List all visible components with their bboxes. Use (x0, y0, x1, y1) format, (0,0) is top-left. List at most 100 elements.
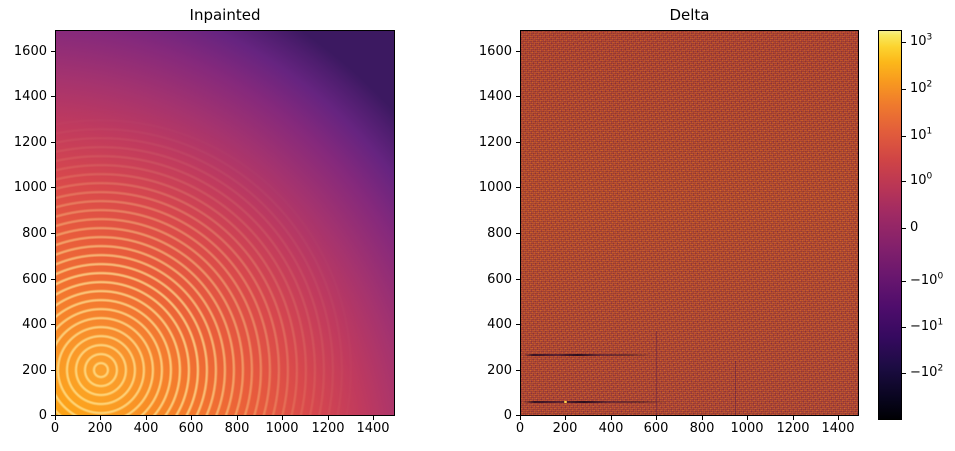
ytick-inpainted (51, 324, 55, 325)
colorbar-label-base: 10 (910, 34, 927, 49)
xticklabel-delta: 1400 (821, 421, 855, 436)
colorbar-label-base: 10 (910, 128, 927, 143)
xtick-inpainted (328, 416, 329, 420)
colorbar-tick (902, 373, 906, 374)
artifact-vertical-line (656, 331, 657, 415)
yticklabel-inpainted: 1400 (13, 89, 47, 104)
xticklabel-delta: 400 (598, 421, 624, 436)
xtick-inpainted (373, 416, 374, 420)
colorbar-tick (902, 228, 906, 229)
yticklabel-inpainted: 1200 (13, 135, 47, 150)
xtick-inpainted (237, 416, 238, 420)
yticklabel-inpainted: 600 (22, 272, 47, 287)
colorbar-ticklabel: 0 (910, 221, 918, 235)
colorbar-ticklabel: 103 (910, 32, 933, 49)
xtick-inpainted (55, 416, 56, 420)
colorbar-label-base: 10 (920, 273, 938, 288)
xtick-inpainted (282, 416, 283, 420)
xticklabel-inpainted: 200 (87, 421, 113, 436)
colorbar-tick (902, 89, 906, 90)
xtick-delta (793, 416, 794, 420)
colorbar-ticklabel: −102 (910, 363, 944, 380)
concentric-rings-overlay (56, 31, 394, 415)
colorbar-label-exponent: 0 (937, 271, 944, 282)
colorbar-ticklabel: −101 (910, 317, 944, 334)
xtick-inpainted (146, 416, 147, 420)
colorbar-tick (902, 136, 906, 137)
ytick-inpainted (51, 370, 55, 371)
yticklabel-inpainted: 400 (22, 317, 47, 332)
colorbar-label-base: 10 (920, 365, 938, 380)
ytick-inpainted (51, 96, 55, 97)
xticklabel-delta: 1000 (730, 421, 764, 436)
xtick-delta (656, 416, 657, 420)
colorbar-label-exponent: 0 (926, 171, 933, 182)
yticklabel-inpainted: 0 (38, 408, 47, 423)
colorbar-label-sign: − (910, 273, 921, 288)
ytick-inpainted (51, 51, 55, 52)
colorbar-ticklabel: 102 (910, 79, 933, 96)
colorbar-tick (902, 42, 906, 43)
ytick-inpainted (51, 142, 55, 143)
xtick-delta (702, 416, 703, 420)
yticklabel-delta: 1400 (478, 89, 512, 104)
ytick-inpainted (51, 415, 55, 416)
xticklabel-inpainted: 800 (224, 421, 250, 436)
colorbar-label-exponent: 2 (926, 79, 933, 90)
colorbar-label-base: 10 (910, 81, 927, 96)
colorbar-label-exponent: 3 (926, 32, 933, 43)
colorbar-tick (902, 181, 906, 182)
yticklabel-inpainted: 1000 (13, 180, 47, 195)
panel-title-inpainted: Inpainted (189, 6, 261, 24)
colorbar[interactable] (878, 30, 902, 420)
ytick-inpainted (51, 233, 55, 234)
colorbar-ticklabel: 100 (910, 171, 933, 188)
xtick-delta (520, 416, 521, 420)
colorbar-ticklabel: −100 (910, 271, 944, 288)
ytick-delta (516, 96, 520, 97)
yticklabel-delta: 1000 (478, 180, 512, 195)
colorbar-label-exponent: 2 (937, 363, 944, 374)
axes-inpainted[interactable] (55, 30, 395, 416)
yticklabel-inpainted: 200 (22, 363, 47, 378)
xtick-delta (747, 416, 748, 420)
colorbar-label-base: 0 (910, 220, 919, 235)
artifact-hotspot (564, 401, 567, 403)
colorbar-label-exponent: 1 (926, 126, 933, 137)
xtick-delta (565, 416, 566, 420)
colorbar-label-base: 10 (910, 173, 927, 188)
xticklabel-inpainted: 400 (133, 421, 159, 436)
xticklabel-inpainted: 1000 (265, 421, 299, 436)
ytick-delta (516, 324, 520, 325)
xtick-inpainted (100, 416, 101, 420)
xticklabel-inpainted: 1200 (311, 421, 345, 436)
xticklabel-delta: 200 (552, 421, 578, 436)
colorbar-label-base: 10 (920, 319, 938, 334)
xtick-delta (838, 416, 839, 420)
axes-delta[interactable] (520, 30, 859, 416)
yticklabel-inpainted: 800 (22, 226, 47, 241)
yticklabel-delta: 200 (487, 363, 512, 378)
xticklabel-delta: 800 (689, 421, 715, 436)
ytick-delta (516, 415, 520, 416)
yticklabel-delta: 1600 (478, 44, 512, 59)
yticklabel-delta: 400 (487, 317, 512, 332)
ytick-delta (516, 279, 520, 280)
ytick-inpainted (51, 279, 55, 280)
xticklabel-inpainted: 600 (178, 421, 204, 436)
xticklabel-delta: 600 (643, 421, 669, 436)
colorbar-label-sign: − (910, 319, 921, 334)
colorbar-label-exponent: 1 (937, 317, 944, 328)
yticklabel-delta: 0 (503, 408, 512, 423)
xticklabel-delta: 0 (515, 421, 525, 436)
ytick-delta (516, 142, 520, 143)
xtick-delta (611, 416, 612, 420)
colorbar-tick (902, 327, 906, 328)
artifact-vertical-line (735, 361, 736, 415)
xticklabel-inpainted: 1400 (356, 421, 390, 436)
colorbar-tick (902, 281, 906, 282)
colorbar-label-sign: − (910, 365, 921, 380)
artifact-streak-lower (523, 401, 668, 403)
yticklabel-delta: 600 (487, 272, 512, 287)
